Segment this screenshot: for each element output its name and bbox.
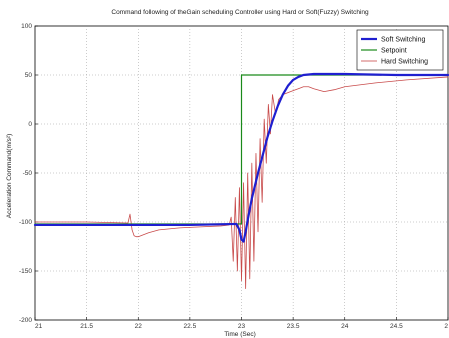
x-tick-label: 23: [238, 323, 246, 330]
x-tick-label: 24.5: [390, 323, 403, 330]
y-tick-label: -150: [19, 268, 32, 275]
plot-lines: [33, 72, 449, 290]
legend-label: Setpoint: [381, 48, 407, 55]
x-axis-title: Time (Sec): [224, 331, 256, 338]
y-axis-title: Acceleration Command(m/s²): [6, 134, 13, 219]
y-tick-label: -200: [19, 317, 32, 324]
legend-label: Soft Switching: [381, 37, 425, 44]
x-tick-label: 21: [35, 323, 43, 330]
series-line-hard-switching: [34, 76, 449, 290]
y-tick-label: -50: [23, 170, 33, 177]
legend: Soft Switching Setpoint Hard Switching: [356, 29, 444, 71]
y-tick-label: 100: [21, 23, 32, 30]
legend-label: Hard Switching: [381, 59, 428, 66]
x-tick-label: 21.5: [80, 323, 93, 330]
y-tick-label: -100: [19, 219, 32, 226]
chart-title: Command following of theGain scheduling …: [111, 9, 369, 16]
series-line-soft-switching: [33, 72, 449, 243]
x-tick-label: 23.5: [287, 323, 300, 330]
y-tick-label: 50: [25, 72, 33, 79]
x-tick-label: 24: [341, 323, 349, 330]
y-tick-label: 0: [28, 121, 32, 128]
x-tick-label: 22.5: [184, 323, 197, 330]
x-axis: 21 21.5 22 22.5 23 23.5 24 24.5 2: [34, 317, 448, 330]
x-tick-label: 2: [444, 323, 448, 330]
x-tick-label: 22: [135, 323, 143, 330]
